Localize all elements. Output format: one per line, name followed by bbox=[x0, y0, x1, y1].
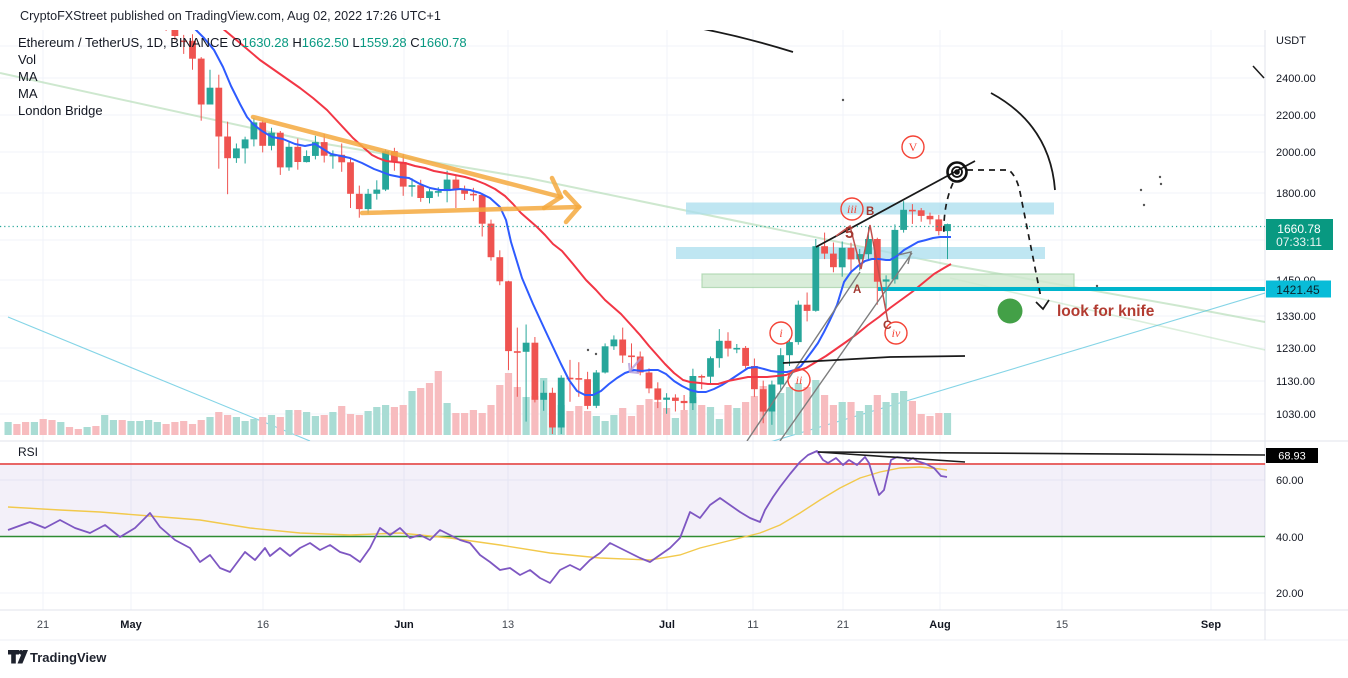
svg-text:1800.00: 1800.00 bbox=[1276, 188, 1316, 200]
svg-text:Vol: Vol bbox=[18, 52, 36, 67]
svg-text:A: A bbox=[853, 284, 861, 296]
svg-text:21: 21 bbox=[37, 619, 49, 631]
svg-text:iv: iv bbox=[892, 326, 901, 340]
svg-text:13: 13 bbox=[502, 619, 514, 631]
svg-text:look for knife: look for knife bbox=[1057, 303, 1155, 320]
svg-text:Ethereum / TetherUS, 1D, BINAN: Ethereum / TetherUS, 1D, BINANCE O1630.2… bbox=[18, 35, 467, 50]
svg-text:21: 21 bbox=[837, 619, 849, 631]
svg-text:1421.45: 1421.45 bbox=[1276, 283, 1320, 297]
svg-text:C: C bbox=[883, 318, 892, 332]
svg-text:1030.00: 1030.00 bbox=[1276, 409, 1316, 421]
svg-text:Sep: Sep bbox=[1201, 619, 1221, 631]
svg-text:2000.00: 2000.00 bbox=[1276, 147, 1316, 159]
svg-text:2200.00: 2200.00 bbox=[1276, 110, 1316, 122]
svg-text:60.00: 60.00 bbox=[1276, 475, 1304, 487]
svg-text:MA: MA bbox=[18, 86, 38, 101]
svg-text:USDT: USDT bbox=[1276, 35, 1306, 47]
svg-text:15: 15 bbox=[1056, 619, 1068, 631]
svg-text:1230.00: 1230.00 bbox=[1276, 343, 1316, 355]
svg-text:16: 16 bbox=[257, 619, 269, 631]
svg-text:20.00: 20.00 bbox=[1276, 588, 1304, 600]
svg-text:Aug: Aug bbox=[929, 619, 950, 631]
svg-text:May: May bbox=[120, 619, 142, 631]
svg-text:11: 11 bbox=[747, 619, 758, 631]
svg-text:CryptoFXStreet published on Tr: CryptoFXStreet published on TradingView.… bbox=[20, 9, 441, 23]
svg-text:40.00: 40.00 bbox=[1276, 532, 1304, 544]
svg-text:RSI: RSI bbox=[18, 445, 38, 459]
svg-text:1130.00: 1130.00 bbox=[1276, 376, 1315, 388]
svg-text:1660.78: 1660.78 bbox=[1277, 222, 1321, 236]
svg-text:2400.00: 2400.00 bbox=[1276, 73, 1316, 85]
svg-text:B: B bbox=[866, 206, 874, 218]
svg-text:1330.00: 1330.00 bbox=[1276, 311, 1316, 323]
svg-text:68.93: 68.93 bbox=[1278, 451, 1306, 463]
svg-text:TradingView: TradingView bbox=[30, 650, 107, 665]
svg-text:MA: MA bbox=[18, 69, 38, 84]
svg-text:iii: iii bbox=[847, 202, 857, 216]
svg-text:i: i bbox=[779, 326, 782, 340]
svg-text:Jul: Jul bbox=[659, 619, 675, 631]
svg-text:London Bridge: London Bridge bbox=[18, 103, 103, 118]
svg-text:Jun: Jun bbox=[394, 619, 414, 631]
svg-text:V: V bbox=[909, 140, 918, 154]
svg-text:07:33:11: 07:33:11 bbox=[1276, 235, 1322, 249]
svg-text:5: 5 bbox=[845, 225, 854, 242]
svg-text:ii: ii bbox=[796, 373, 803, 387]
